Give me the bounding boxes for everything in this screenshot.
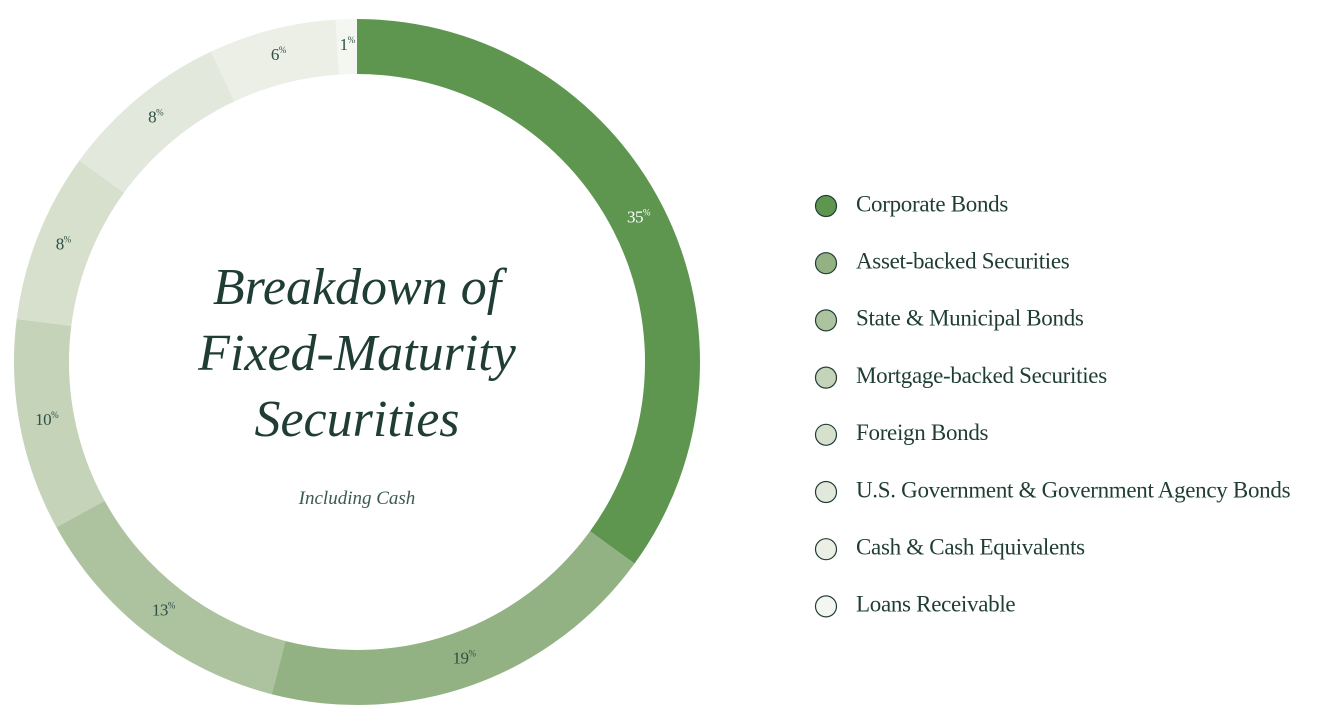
chart-subtitle: Including Cash	[298, 488, 416, 509]
legend-swatch	[814, 538, 838, 561]
value-label: 6%	[271, 45, 287, 64]
legend-swatch	[814, 252, 838, 275]
donut-segment	[13, 319, 105, 528]
legend-swatch	[814, 595, 838, 618]
value-label: 1%	[340, 35, 356, 54]
legend-swatch	[814, 480, 838, 504]
donut-segment	[271, 531, 635, 705]
chart-title: Breakdown of Fixed-Maturity Securities	[198, 259, 516, 448]
legend-label: Mortgage-backed Securities	[856, 363, 1107, 388]
donut-segment	[210, 19, 339, 102]
value-label: 19%	[453, 648, 477, 667]
legend-swatch	[814, 309, 838, 332]
legend-label: Loans Receivable	[856, 592, 1015, 617]
value-label: 35%	[627, 207, 651, 226]
donut-segment	[56, 500, 286, 695]
value-label: 13%	[152, 601, 176, 620]
legend-swatch	[814, 194, 838, 218]
legend-label: Foreign Bonds	[856, 420, 989, 445]
legend-label: Asset-backed Securities	[856, 248, 1070, 273]
legend-swatch	[814, 366, 838, 389]
legend-label: Corporate Bonds	[856, 191, 1008, 216]
value-label: 10%	[35, 410, 59, 429]
legend-label: U.S. Government & Government Agency Bond…	[856, 477, 1291, 502]
donut-segment	[79, 51, 235, 193]
legend-label: Cash & Cash Equivalents	[856, 534, 1085, 559]
legend-swatch	[814, 423, 838, 446]
legend-label: State & Municipal Bonds	[856, 306, 1084, 331]
value-label: 8%	[148, 107, 164, 126]
donut-segment	[16, 160, 125, 326]
donut-segment	[357, 19, 701, 564]
value-label: 8%	[56, 235, 72, 254]
donut-segment	[335, 19, 357, 75]
